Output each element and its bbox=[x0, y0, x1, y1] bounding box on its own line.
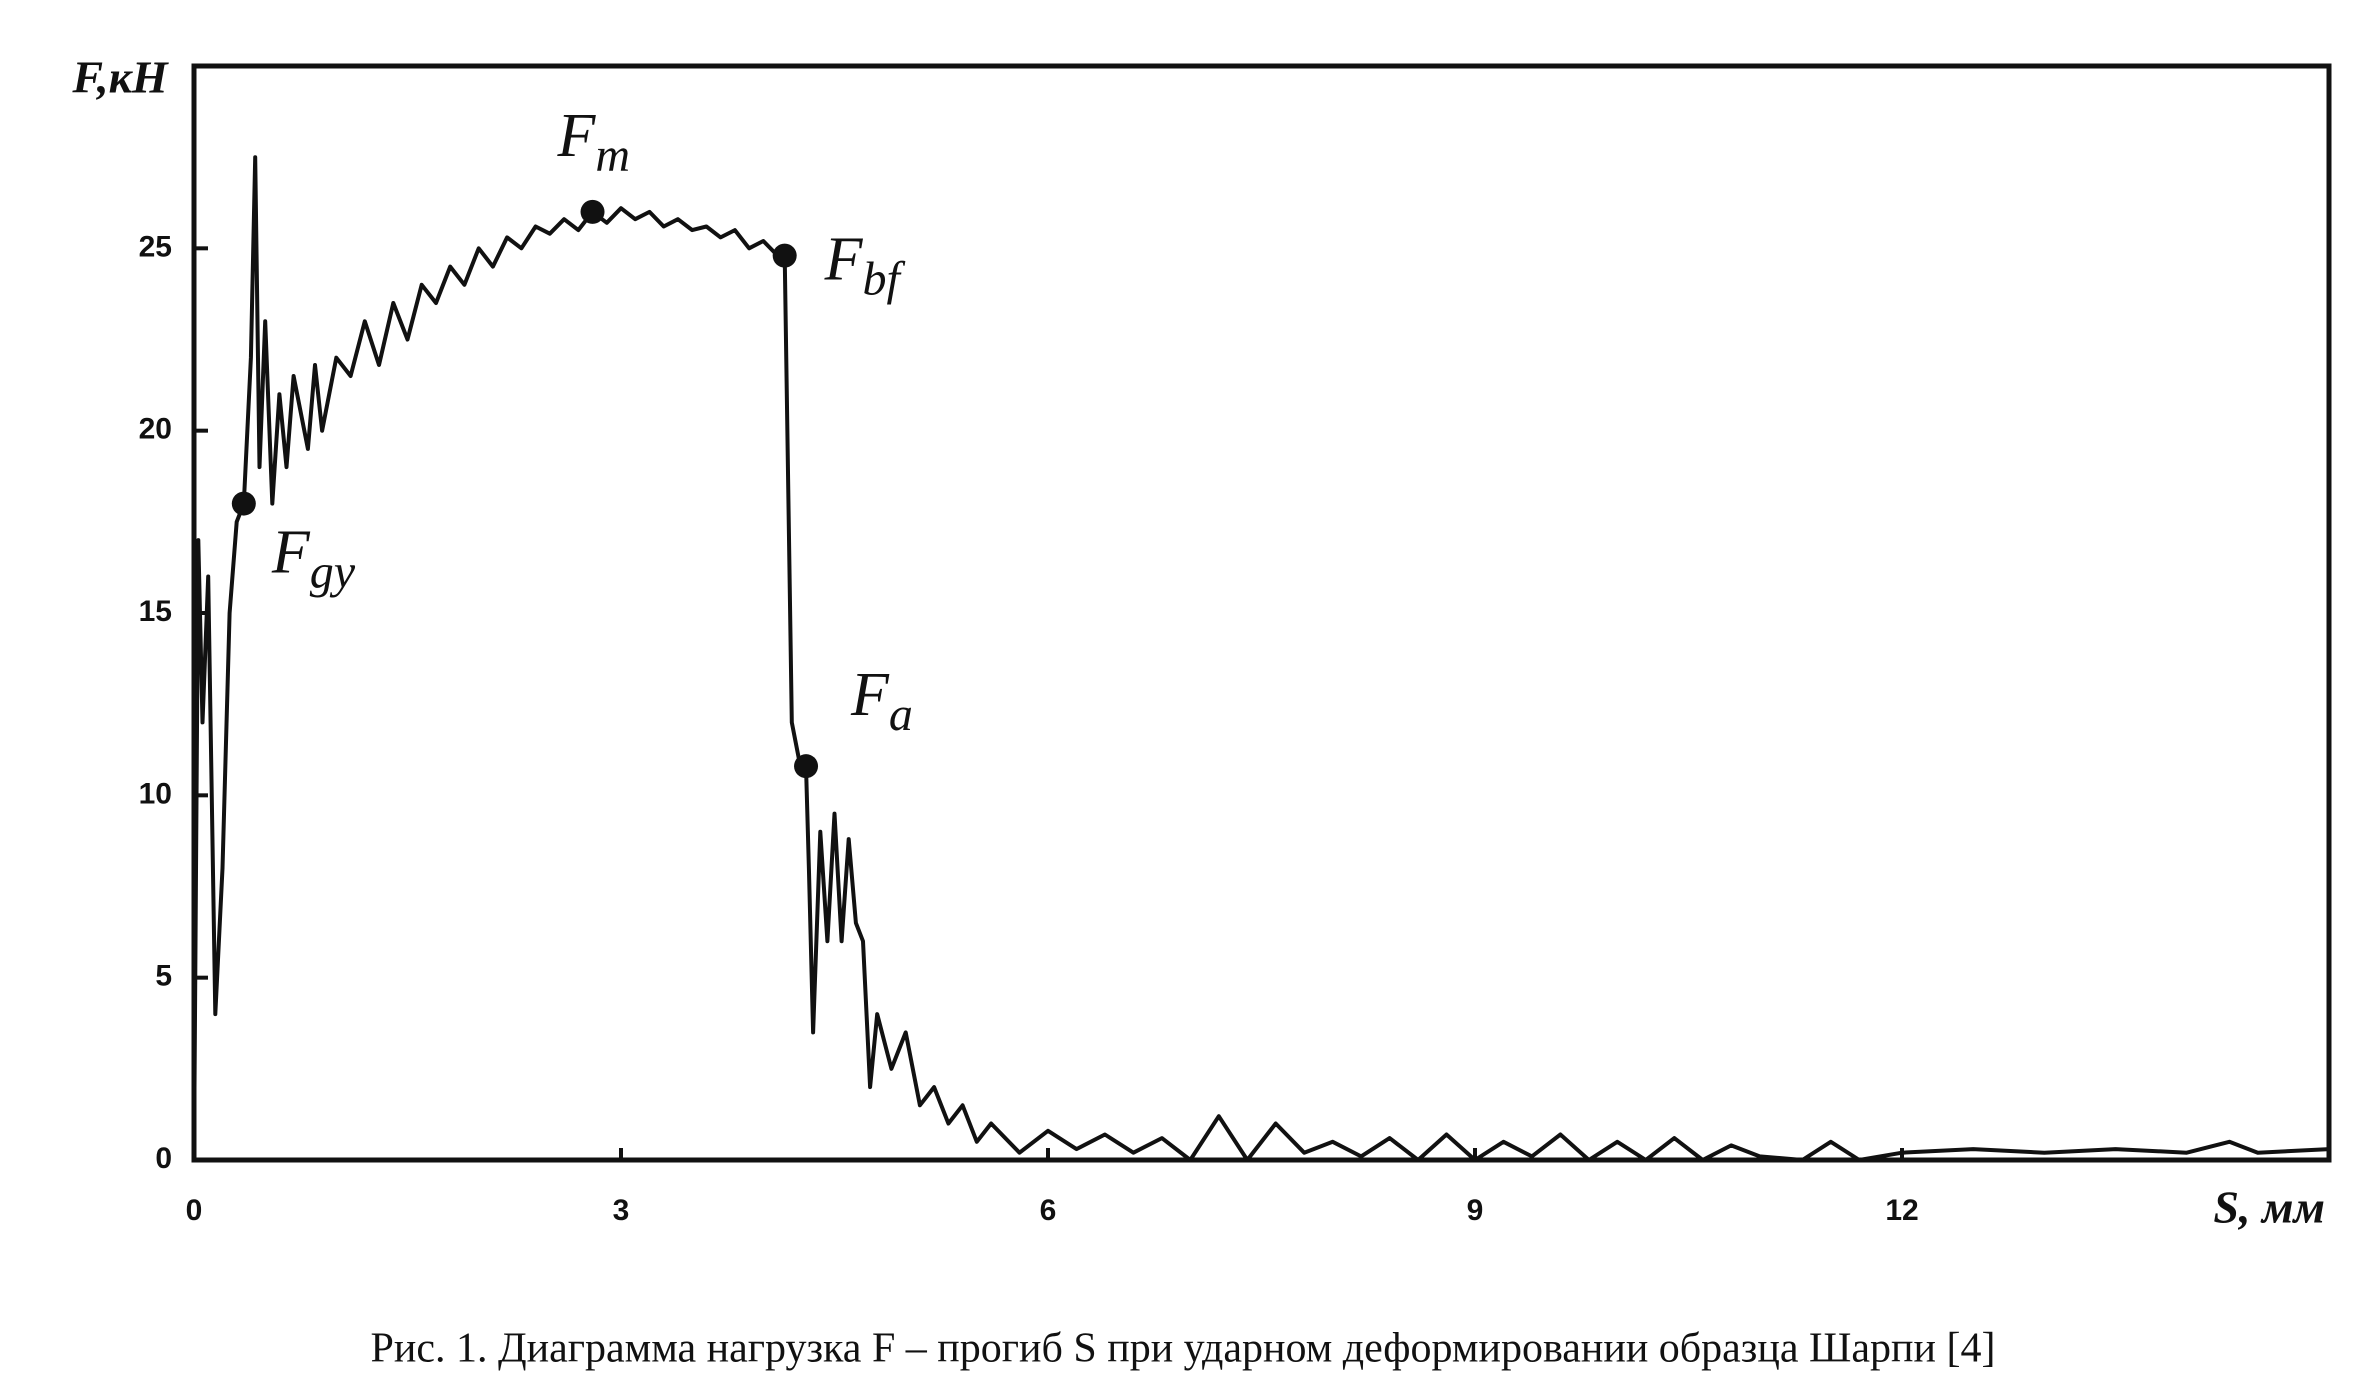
x-tick-label: 9 bbox=[1467, 1194, 1484, 1227]
caption: Рис. 1. Диаграмма нагрузка F – прогиб S … bbox=[371, 1326, 1996, 1372]
point-label-sub: a bbox=[889, 688, 913, 741]
x-tick-label: 12 bbox=[1885, 1194, 1918, 1227]
point-label: Fa bbox=[850, 661, 913, 741]
plot-frame bbox=[191, 63, 2332, 1163]
y-tick-label: 25 bbox=[139, 230, 172, 263]
y-axis-label: F,кН bbox=[71, 52, 169, 103]
point-label-sub: m bbox=[595, 129, 630, 182]
point-label: Fbf bbox=[824, 226, 906, 306]
y-tick-label: 15 bbox=[139, 595, 172, 628]
point-marker bbox=[794, 754, 819, 779]
y-tick-label: 10 bbox=[139, 777, 172, 810]
y-tick-label: 20 bbox=[139, 413, 172, 446]
point-label-sub: bf bbox=[863, 253, 906, 306]
point-marker bbox=[772, 243, 797, 268]
point-marker bbox=[231, 491, 256, 516]
x-tick-label: 3 bbox=[613, 1194, 630, 1227]
x-tick-label: 6 bbox=[1040, 1194, 1057, 1227]
point-label-sub: gy bbox=[310, 546, 356, 599]
x-axis-label: S, мм bbox=[2213, 1182, 2325, 1233]
point-label-main: F bbox=[850, 661, 890, 729]
point-label-main: F bbox=[824, 226, 864, 294]
y-tick-label: 0 bbox=[155, 1142, 172, 1175]
point-marker bbox=[580, 199, 605, 224]
point-label-main: F bbox=[557, 102, 597, 170]
x-tick-label: 0 bbox=[186, 1194, 203, 1227]
y-tick-label: 5 bbox=[155, 960, 172, 993]
data-line bbox=[192, 155, 2330, 1162]
point-label-main: F bbox=[271, 519, 311, 587]
point-label: Fm bbox=[557, 102, 631, 182]
point-label: Fgy bbox=[271, 519, 356, 599]
